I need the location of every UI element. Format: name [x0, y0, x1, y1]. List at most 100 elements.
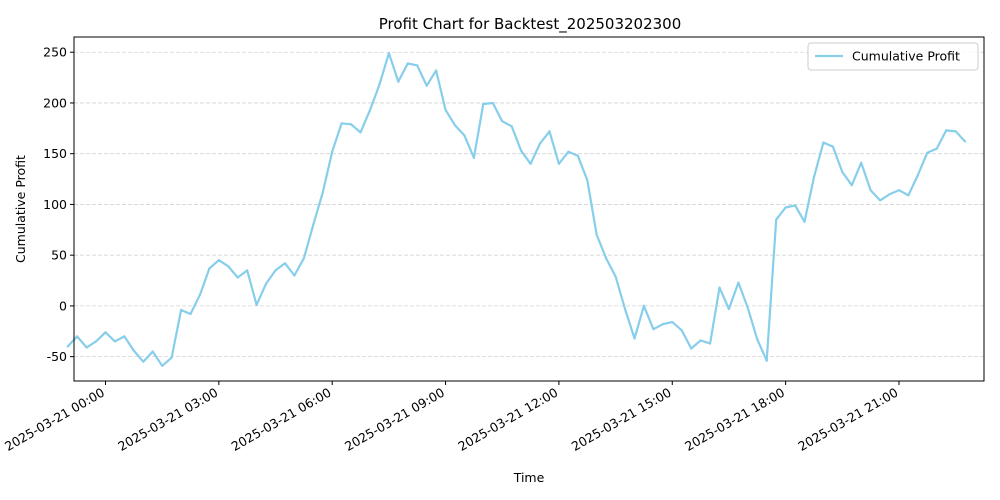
data-point: [954, 130, 957, 133]
data-point: [548, 130, 551, 133]
data-point: [794, 204, 797, 207]
chart-title: Profit Chart for Backtest_202503202300: [379, 15, 682, 34]
data-point: [709, 342, 712, 345]
data-point: [453, 124, 457, 127]
data-point: [302, 257, 305, 260]
data-point: [283, 262, 287, 265]
x-tick-label: 2025-03-21 12:00: [455, 385, 560, 454]
series-layer: [66, 52, 967, 367]
data-point: [151, 350, 154, 353]
data-point: [869, 189, 872, 192]
data-point: [312, 223, 315, 226]
data-point: [633, 337, 636, 340]
data-point: [680, 329, 683, 332]
data-point: [614, 275, 617, 278]
data-point: [586, 179, 589, 182]
data-point: [368, 109, 372, 112]
data-point: [246, 269, 249, 272]
data-point: [104, 331, 107, 334]
data-point: [274, 269, 277, 272]
data-point: [217, 259, 220, 262]
data-point: [85, 346, 88, 349]
data-point: [605, 257, 608, 260]
data-point: [652, 328, 655, 331]
data-point: [321, 191, 324, 194]
data-point: [463, 134, 466, 137]
data-point: [331, 150, 334, 153]
data-point: [775, 218, 778, 221]
data-point: [699, 339, 702, 342]
data-point: [76, 335, 79, 338]
data-point: [350, 123, 353, 126]
legend-box: [807, 42, 979, 71]
data-point: [756, 338, 759, 341]
data-point: [935, 147, 938, 150]
x-tick-label: 2025-03-21 15:00: [569, 385, 674, 454]
y-tick-label: 150: [43, 146, 67, 161]
x-tick-label: 2025-03-21 09:00: [342, 385, 447, 454]
data-point: [567, 150, 570, 153]
y-tick-label: -50: [47, 349, 67, 364]
data-point: [831, 145, 835, 148]
data-point: [265, 282, 268, 285]
data-point: [425, 84, 428, 87]
legend-label: Cumulative Profit: [852, 49, 960, 64]
data-point: [397, 80, 400, 83]
data-point: [180, 308, 183, 312]
data-point: [416, 64, 419, 67]
data-point: [897, 189, 901, 192]
data-point: [123, 335, 126, 338]
gridlines: [74, 51, 984, 358]
x-tick-label: 2025-03-21 03:00: [115, 385, 220, 454]
data-point: [576, 154, 579, 157]
data-point: [623, 307, 627, 311]
data-point: [671, 321, 674, 324]
data-point: [860, 161, 863, 164]
data-point: [822, 141, 825, 144]
data-point: [255, 303, 258, 306]
data-point: [510, 125, 513, 128]
data-point: [236, 276, 239, 279]
y-tick-label: 50: [51, 248, 67, 263]
x-axis-title: Time: [513, 470, 545, 485]
data-point: [529, 162, 532, 165]
data-point: [803, 220, 806, 223]
data-point: [378, 83, 381, 86]
y-tick-label: 200: [43, 95, 67, 110]
data-point: [170, 356, 173, 359]
data-point: [916, 173, 920, 177]
data-point: [208, 267, 211, 270]
data-point: [850, 184, 853, 187]
data-point: [879, 199, 882, 202]
data-point: [727, 307, 731, 311]
data-point: [482, 102, 485, 106]
data-point: [132, 349, 135, 352]
data-point: [387, 52, 390, 55]
x-tick-label: 2025-03-21 18:00: [682, 385, 787, 454]
data-point: [142, 360, 145, 363]
plot-frame: [73, 36, 985, 382]
data-point: [737, 281, 740, 284]
y-tick-label: 250: [43, 45, 67, 60]
data-point: [907, 194, 910, 197]
data-point: [113, 340, 116, 343]
data-point: [746, 306, 749, 309]
y-tick-label: 0: [59, 298, 67, 313]
data-point: [784, 206, 787, 209]
data-point: [472, 156, 475, 159]
data-point: [435, 69, 438, 72]
y-axis-title: Cumulative Profit: [13, 155, 28, 263]
data-point: [66, 345, 69, 348]
data-point: [926, 151, 929, 154]
data-point: [812, 175, 816, 179]
x-tick-label: 2025-03-21 06:00: [229, 385, 334, 454]
y-axis: -50 0 50 100 150 200 250: [43, 45, 74, 364]
data-point: [491, 101, 494, 105]
series-line-cumulative-profit: [66, 52, 966, 367]
data-point: [765, 359, 768, 362]
data-point: [444, 109, 447, 112]
data-point: [690, 347, 693, 350]
data-point: [557, 162, 561, 165]
x-tick-label: 2025-03-21 21:00: [795, 385, 900, 454]
data-point: [406, 62, 409, 65]
